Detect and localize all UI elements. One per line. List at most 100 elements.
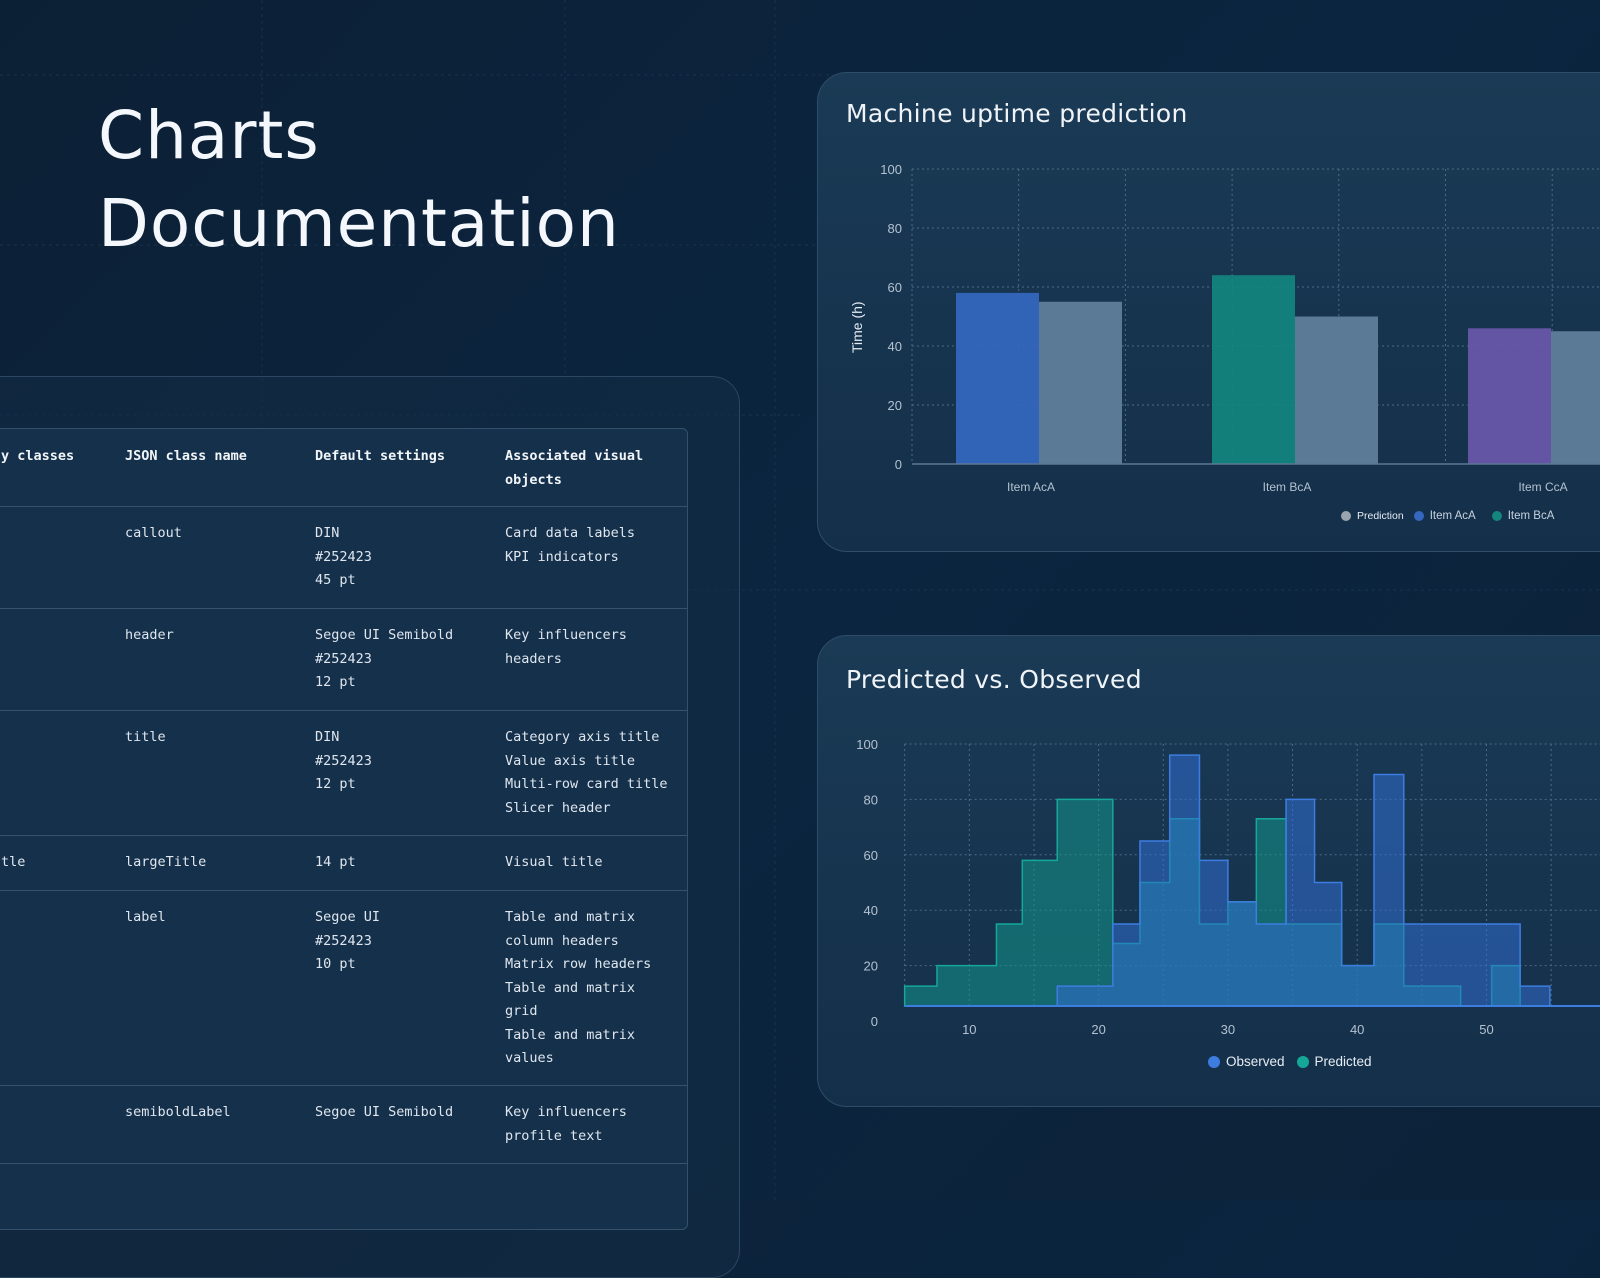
header-associated-visuals: Associated visual objects [505,445,643,492]
y-tick-label: 40 [864,903,878,918]
x-tick-label: 20 [1091,1022,1105,1037]
legend-label: Item AcA [1429,510,1476,522]
histogram-observed [904,754,1600,1007]
cell-visuals: Card data labels KPI indicators [505,522,635,569]
y-tick-label: 20 [888,398,902,413]
y-tick-label: 0 [895,457,902,472]
table-row: title DIN #252423 12 pt Category axis title V… [0,710,687,836]
y-tick-label: 100 [880,162,902,177]
predicted-observed-histogram: 0 20 40 60 80 100 10 20 30 40 50 [856,737,1600,1037]
cell-json-class: callout [125,525,182,541]
y-tick-label: 60 [888,280,902,295]
cell-visuals: Visual title [505,851,603,875]
y-tick-label: 40 [888,339,902,354]
table-row: header Segoe UI Semibold #252423 12 pt Key i… [0,608,687,711]
legend-swatch [1296,1055,1309,1068]
visual-line: grid [505,1003,538,1019]
header-classes: y classes [1,448,75,464]
cell-settings: Segoe UI Semibold [315,1101,453,1125]
cell-class: tle [1,854,26,870]
legend-swatch [1491,511,1502,521]
predicted-observed-card: Predicted vs. Observed 0 20 40 60 80 100 10 20 3… [817,635,1600,1107]
page-title: Charts Documentation [98,92,620,268]
visual-line: Matrix row headers [505,956,652,972]
visual-line: Visual title [505,854,603,870]
visual-line: Key influencers [505,627,627,643]
cell-settings: Segoe UI #252423 10 pt [315,906,380,977]
cell-visuals: Key influencers headers [505,624,627,671]
chart-title: Predicted vs. Observed [846,665,1142,694]
y-axis-title: Time (h) [849,301,865,353]
prediction-bar [1551,331,1600,464]
prediction-bar [1039,301,1122,464]
y-tick-label: 80 [888,221,902,236]
setting-line: 12 pt [315,776,356,792]
cell-settings: DIN #252423 45 pt [315,522,372,593]
visual-line: profile text [505,1127,603,1144]
cell-settings: Segoe UI Semibold #252423 12 pt [315,624,453,695]
legend-swatch [1208,1055,1220,1068]
x-tick-label: 40 [1350,1022,1364,1037]
cell-json-class: largeTitle [125,854,207,870]
visual-line: Category axis title [505,729,660,745]
visual-line: headers [505,650,562,667]
setting-line: 12 pt [315,674,356,690]
header-line: objects [505,471,562,488]
table-header-row: y classes JSON class name Default settin… [0,429,687,507]
setting-line: DIN [315,525,340,541]
visual-line: column headers [505,932,619,949]
setting-line: Segoe UI [315,909,381,925]
legend-label: Prediction [1357,510,1404,522]
setting-line: DIN [315,729,340,745]
y-tick-label: 20 [864,959,878,974]
setting-line: Segoe UI Semibold [315,627,454,643]
visual-line: Table and matrix [505,909,636,925]
x-category-label: Item CcA [1518,480,1567,494]
header-json-class-name: JSON class name [125,448,247,464]
visual-line: Table and matrix [505,1026,636,1043]
setting-line: 10 pt [315,956,356,972]
table-row: tle largeTitle 14 pt Visual title [0,835,687,891]
cell-visuals: Category axis title Value axis title Multi… [505,726,668,820]
visual-line: KPI indicators [505,548,619,565]
table-row: callout DIN #252423 45 pt Card data labels KP… [0,506,687,609]
setting-line: #252423 [315,548,372,565]
x-tick-label: 30 [1221,1022,1235,1037]
visual-line: Value axis title [505,752,636,769]
legend-label: Item BcA [1507,510,1555,522]
setting-line: 14 pt [315,854,356,870]
item-bar [1212,275,1295,464]
header-line: Associated visual [505,448,644,464]
prediction-bar [1295,316,1378,464]
item-bar [956,292,1039,464]
visual-line: Key influencers [505,1104,627,1120]
setting-line: Segoe UI Semibold [315,1104,454,1120]
legend-swatch [1341,511,1351,521]
chart-legend: Prediction Item AcA Item BcA [1341,510,1570,522]
x-tick-label: 10 [962,1022,976,1037]
chart-title: Machine uptime prediction [846,99,1188,128]
cell-json-class: label [125,909,166,925]
cell-visuals: Table and matrix column headers Matrix row… [505,906,651,1071]
setting-line: #252423 [315,932,372,949]
header-default-settings: Default settings [315,448,446,464]
title-line-1: Charts [98,97,320,174]
table-row: label Segoe UI #252423 10 pt Table and matri… [0,890,687,1086]
cell-json-class: header [125,627,174,643]
cell-json-class: title [125,729,166,745]
y-tick-label: 0 [871,1014,878,1029]
visual-line: Multi-row card title [505,776,668,792]
visual-line: Slicer header [505,799,611,816]
visual-line: Card data labels [505,525,636,541]
setting-line: #252423 [315,650,372,667]
cell-visuals: Key influencers profile text [505,1101,627,1148]
y-tick-label: 80 [864,792,878,807]
legend-label: Observed [1226,1054,1285,1069]
legend-swatch [1413,511,1424,521]
item-bar [1468,328,1551,464]
cell-json-class: semiboldLabel [125,1104,231,1120]
cell-settings: DIN #252423 12 pt [315,726,372,797]
legend-label: Predicted [1314,1054,1372,1069]
visual-line: Table and matrix [505,979,636,996]
setting-line: #252423 [315,752,372,769]
